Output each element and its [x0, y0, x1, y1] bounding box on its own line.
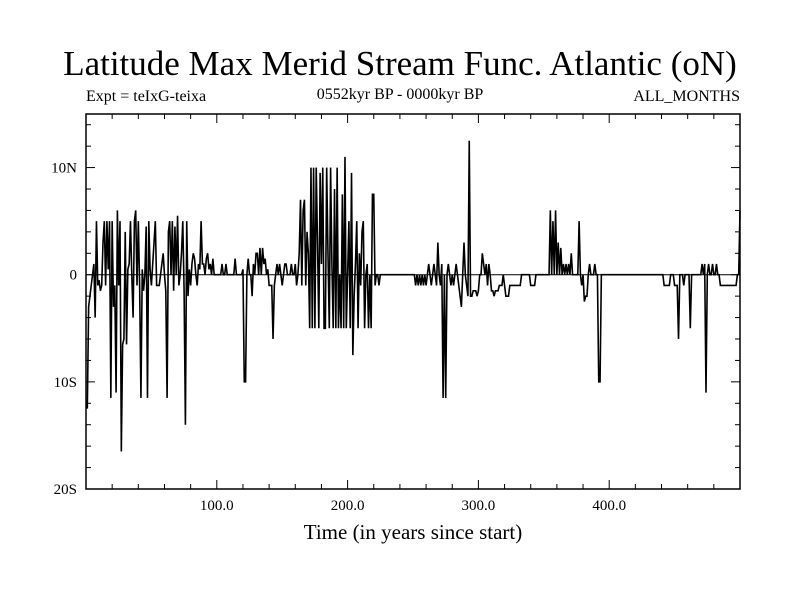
x-tick-label: 400.0: [592, 498, 626, 514]
y-tick-label: 20S: [54, 482, 77, 498]
plot-frame: [85, 113, 741, 490]
x-tick-label: 300.0: [462, 498, 496, 514]
y-tick-label: 10N: [51, 161, 77, 177]
y-tick-label: 10S: [54, 375, 77, 391]
experiment-label: Expt = teIxG-teixa: [86, 88, 207, 105]
y-tick-label: 0: [70, 268, 78, 284]
period-label: 0552kyr BP - 0000kyr BP: [316, 86, 484, 103]
series-line-1: [86, 140, 741, 452]
x-axis-label: Time (in years since start): [303, 520, 523, 544]
chart-title: Latitude Max Merid Stream Func. Atlantic…: [63, 44, 737, 83]
months-label: ALL_MONTHS: [633, 88, 740, 105]
x-tick-label: 200.0: [331, 498, 365, 514]
x-tick-label: 100.0: [200, 498, 234, 514]
